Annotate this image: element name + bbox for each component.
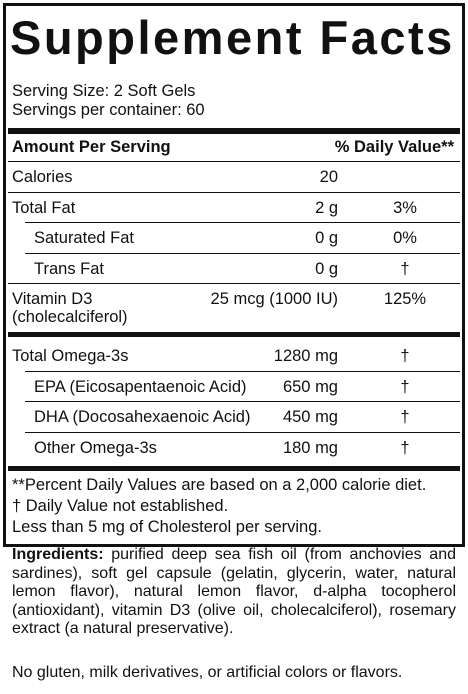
serving-size: Serving Size: 2 Soft Gels [12,82,196,100]
divider [8,128,460,134]
footnote: **Percent Daily Values are based on a 2,… [12,476,427,494]
daily-value: 3% [393,198,417,217]
daily-value: † [400,377,410,396]
daily-value: † [400,347,410,365]
amount: 20 [319,168,338,186]
nutrient-name: Calories [12,168,73,186]
nutrient-name: EPA (Eicosapentaenoic Acid) [34,377,247,396]
amount: 650 mg [282,377,338,396]
nutrient-name: DHA (Docosahexaenoic Acid) [34,408,251,426]
daily-value: 0% [393,229,417,247]
amount: 25 mcg (1000 IU) [210,290,338,308]
amount: 0 g [315,229,338,247]
dv-header: % Daily Value** [334,138,454,156]
daily-value: † [400,408,410,426]
divider [8,161,460,162]
amount: 180 mg [282,438,338,457]
divider [8,283,460,284]
footnote: Less than 5 mg of Cholesterol per servin… [12,518,322,536]
amount: 0 g [315,259,338,278]
title: Supplement Facts [10,11,455,64]
amount: 450 mg [282,408,338,426]
daily-value: † [400,259,410,278]
daily-value: † [400,438,410,457]
nutrient-name: Total Omega-3s [12,347,129,365]
divider [25,222,460,223]
divider [25,252,460,254]
ingredients: Ingredients: purified deep sea fish oil … [12,546,456,639]
servings-per-container: Servings per container: 60 [12,101,205,119]
amount-header: Amount Per Serving [12,138,171,156]
footnote: † Daily Value not established. [12,497,229,515]
nutrient-name: Trans Fat [34,259,104,278]
ingredients-text: purified deep sea fish oil (from anchovi… [12,546,456,637]
nutrient-name: Total Fat [12,198,76,217]
amount: 2 g [315,198,338,217]
nutrient-subname: (cholecalciferol) [12,308,128,326]
divider [8,191,460,193]
amount: 1280 mg [273,347,338,365]
ingredients-label: Ingredients: [12,546,104,563]
divider [25,431,460,433]
divider [8,466,460,471]
nutrient-name: Other Omega-3s [34,438,157,457]
facts-panel [3,3,465,547]
note: No gluten, milk derivatives, or artifici… [12,664,403,681]
nutrient-name: Vitamin D3 [12,290,93,308]
divider [25,401,460,402]
nutrient-name: Saturated Fat [34,229,134,247]
divider [8,332,460,337]
divider [25,370,460,372]
daily-value: 125% [383,290,427,308]
